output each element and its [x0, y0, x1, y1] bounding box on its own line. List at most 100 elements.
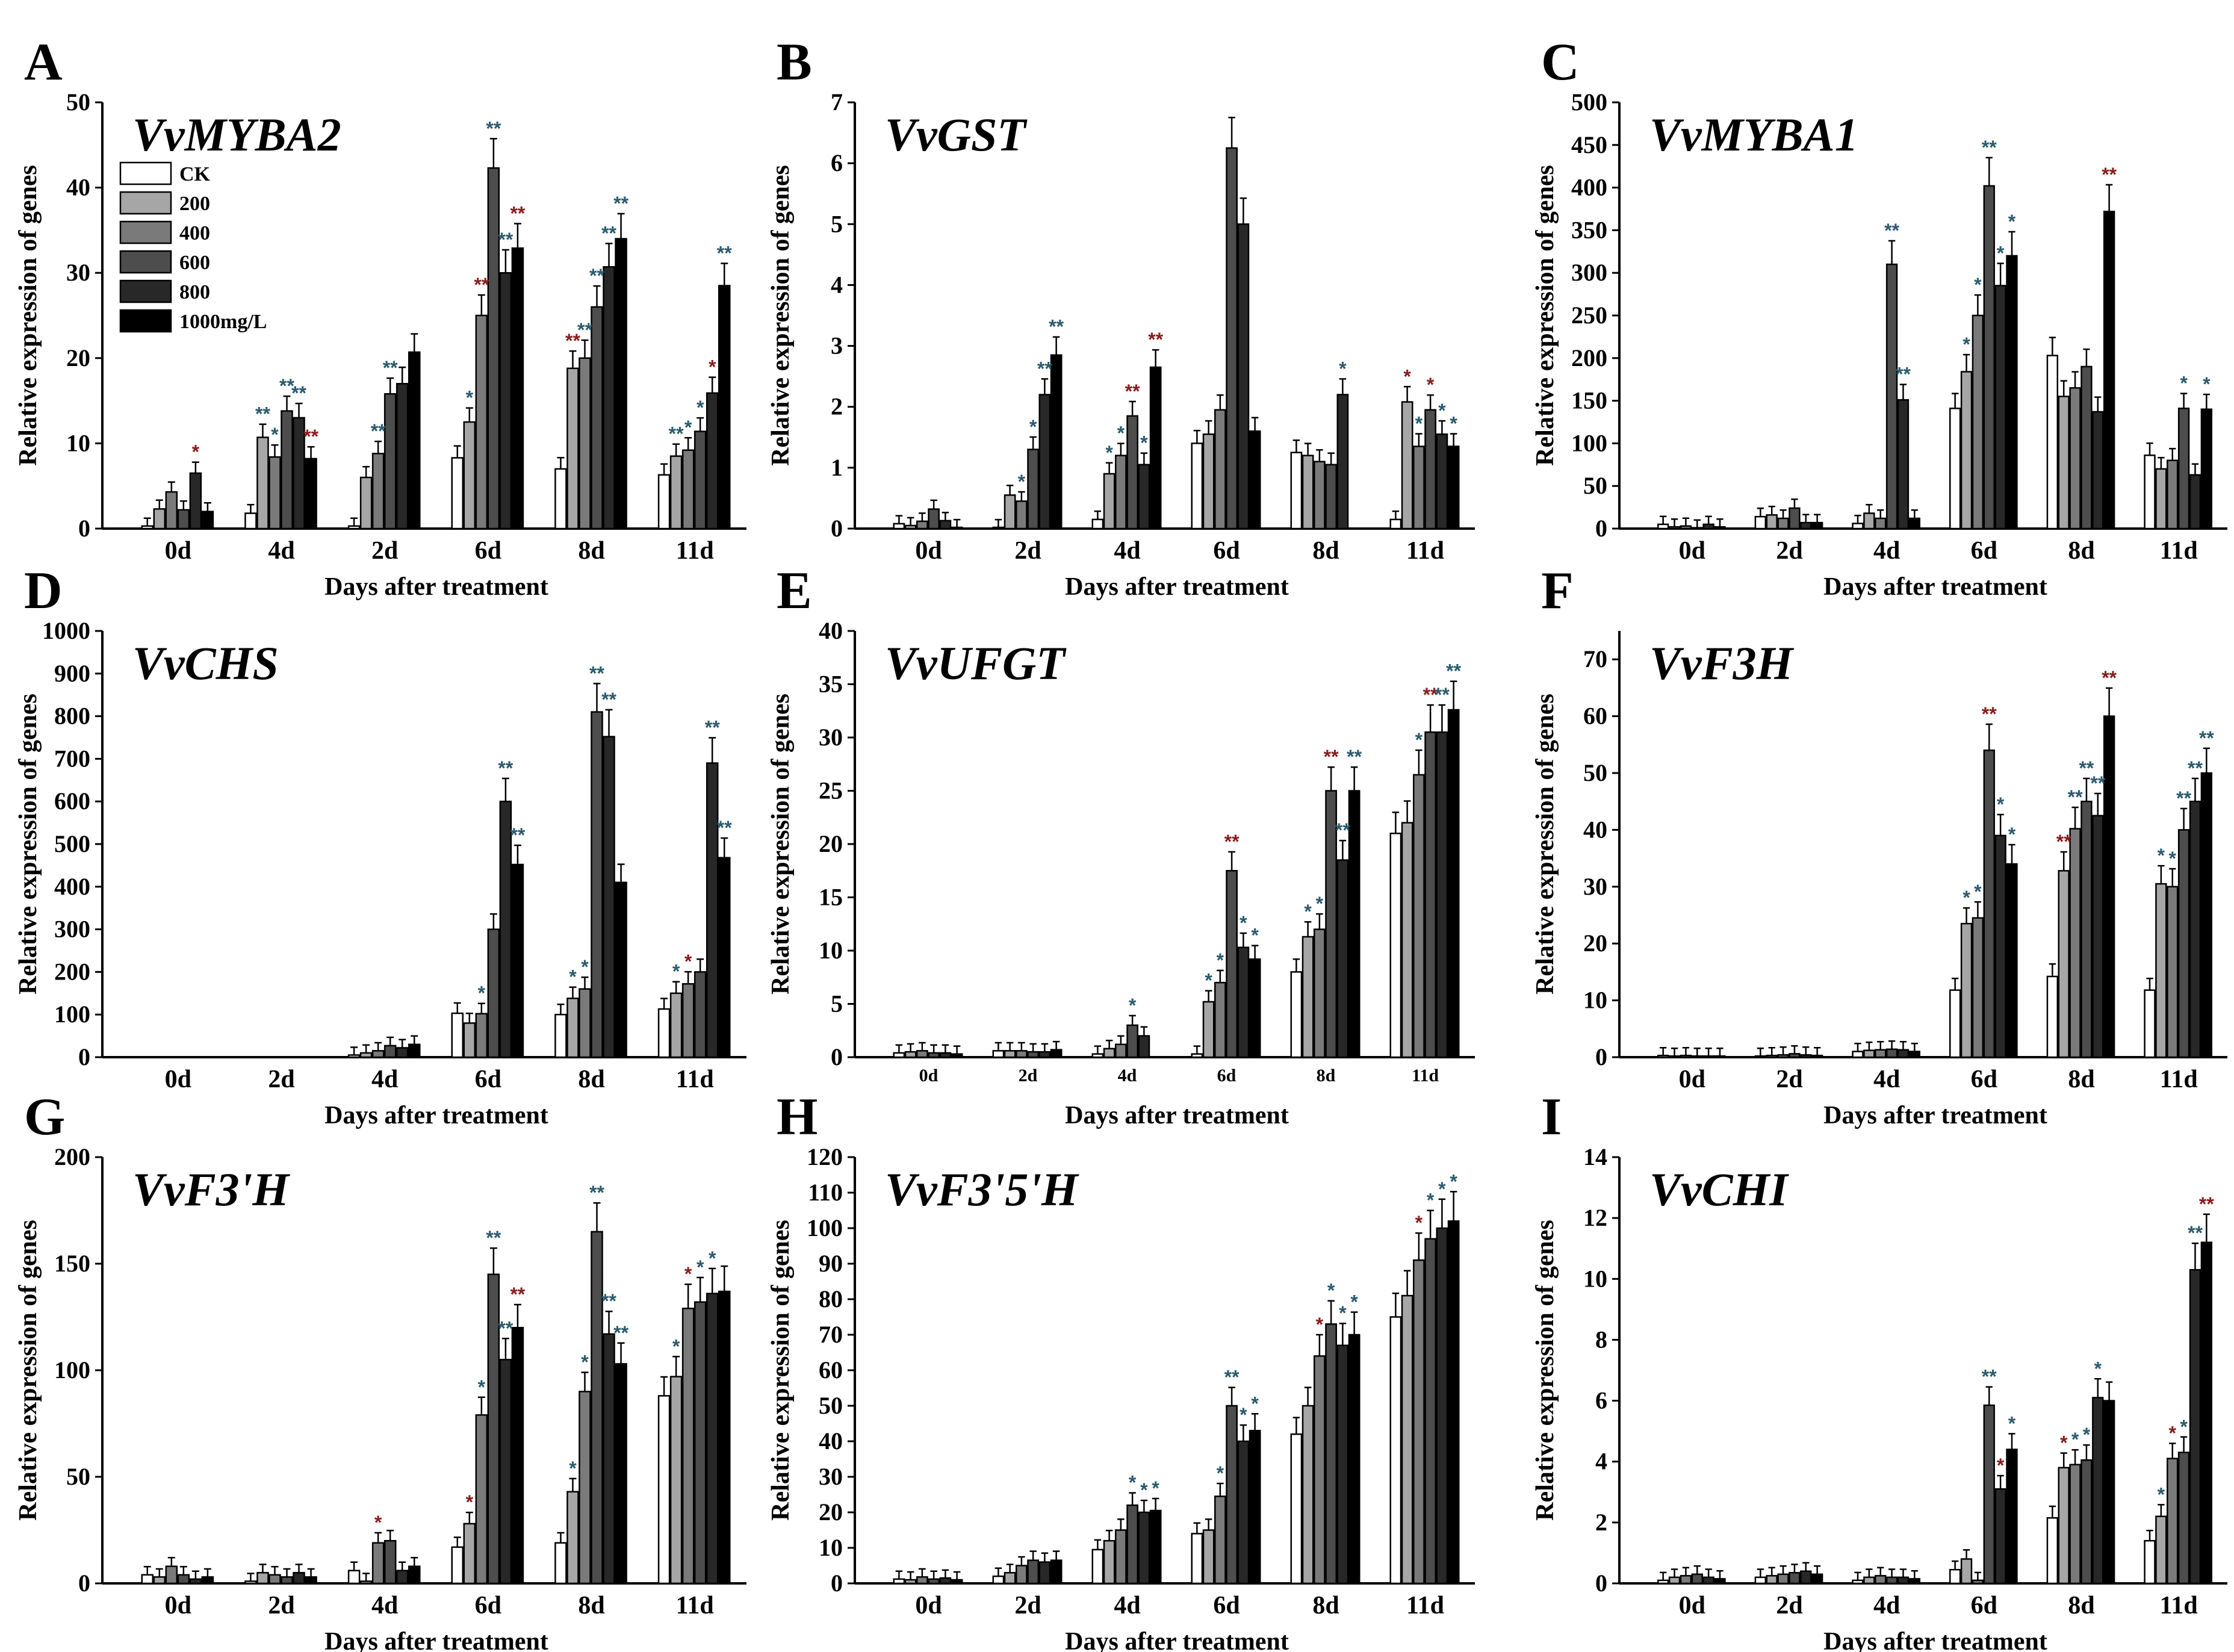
bar	[1290, 452, 1303, 530]
bar	[893, 1052, 905, 1058]
bar	[951, 1053, 963, 1058]
bar	[2144, 989, 2156, 1058]
y-tick-label: 60	[819, 1356, 843, 1383]
x-tick-label: 6d	[1971, 1066, 1997, 1093]
y-tick-label: 7	[831, 88, 843, 116]
significance-marker: *	[1450, 413, 1457, 435]
bar	[1789, 507, 1801, 530]
bar	[1314, 1355, 1326, 1585]
x-tick-label: 8d	[1312, 537, 1339, 565]
bar	[706, 392, 719, 530]
significance-marker: **	[1148, 329, 1163, 350]
y-tick-label: 500	[54, 830, 90, 857]
panel-letter: E	[777, 562, 812, 620]
bar	[657, 1008, 671, 1058]
significance-marker: **	[498, 229, 513, 250]
bar	[1115, 455, 1127, 530]
bar	[1777, 517, 1789, 530]
significance-marker: *	[1403, 365, 1411, 387]
bar	[1863, 1576, 1875, 1585]
significance-marker: *	[684, 951, 692, 972]
bar	[1038, 1051, 1051, 1058]
y-tick-label: 150	[54, 1250, 90, 1277]
legend-swatch	[119, 191, 172, 215]
y-tick-label: 100	[1571, 429, 1607, 456]
x-tick-label: 6d	[475, 537, 501, 565]
significance-marker: *	[192, 441, 200, 463]
significance-marker: *	[2071, 1429, 2079, 1450]
bar	[1983, 1404, 1995, 1585]
y-tick-label: 50	[1583, 472, 1607, 499]
y-tick-label: 10	[1583, 1265, 1607, 1292]
x-tick-label: 2d	[268, 1066, 294, 1093]
bar	[383, 1045, 397, 1058]
significance-marker: *	[1339, 358, 1347, 379]
significance-marker: **	[1896, 364, 1911, 385]
bar	[371, 453, 385, 530]
bar	[165, 1565, 178, 1585]
bar	[1885, 263, 1898, 530]
y-axis-title: Relative expression of genes	[1531, 694, 1559, 995]
y-axis-title: Relative expression of genes	[1531, 1220, 1559, 1521]
bar	[1949, 1568, 1961, 1585]
bar	[1436, 433, 1448, 530]
y-tick-label: 4	[1595, 1448, 1607, 1475]
bar	[1191, 1053, 1203, 1058]
bar	[1714, 1055, 1726, 1058]
bar	[657, 1395, 671, 1585]
bar	[2069, 387, 2081, 530]
bar	[1126, 1024, 1138, 1058]
bar	[396, 1570, 409, 1585]
significance-marker: *	[1450, 1170, 1457, 1192]
bar	[2069, 1464, 2081, 1585]
significance-marker: *	[1152, 1477, 1159, 1499]
significance-marker: *	[1140, 432, 1148, 454]
significance-marker: *	[709, 1247, 716, 1269]
x-tick-label: 4d	[1114, 1592, 1140, 1619]
bar	[1290, 971, 1303, 1058]
bar	[2177, 1452, 2190, 1585]
bar	[383, 393, 397, 530]
bar	[657, 474, 671, 530]
significance-marker: **	[486, 117, 501, 139]
significance-marker: **	[2188, 757, 2203, 779]
x-axis-title: Days after treatment	[1823, 1102, 2047, 1129]
x-axis-title: Days after treatment	[1065, 573, 1289, 601]
y-axis-title: Relative expression of genes	[767, 1220, 795, 1521]
bar	[1138, 1035, 1150, 1058]
bar	[1214, 1495, 1226, 1585]
y-tick-label: 10	[819, 1534, 843, 1561]
bar	[603, 1333, 615, 1585]
y-tick-label: 700	[54, 745, 90, 772]
bar	[2155, 468, 2167, 530]
y-tick-label: 50	[1583, 759, 1607, 786]
bar	[939, 1577, 952, 1585]
bar	[1091, 1548, 1104, 1585]
significance-marker: *	[374, 1512, 382, 1533]
bar	[153, 1576, 166, 1585]
bar	[1249, 430, 1261, 530]
bar	[1983, 185, 1995, 530]
bar	[1413, 774, 1425, 1058]
bar	[2006, 255, 2018, 530]
bar	[1800, 1054, 1812, 1058]
bar	[2155, 1515, 2167, 1585]
y-tick-label: 10	[66, 429, 90, 456]
bar	[992, 1050, 1005, 1058]
bar	[566, 998, 579, 1058]
bar	[1214, 409, 1226, 530]
y-tick-label: 0	[78, 1570, 90, 1597]
bar	[706, 762, 719, 1058]
significance-marker: **	[2188, 1222, 2203, 1244]
panel-letter: C	[1541, 33, 1580, 92]
y-tick-label: 900	[54, 660, 90, 687]
significance-marker: **	[279, 375, 294, 397]
x-tick-label: 4d	[1873, 1592, 1900, 1619]
bar	[1852, 523, 1864, 530]
significance-marker: **	[589, 265, 604, 287]
panel-g: G VvF3'H 0 50 100 150 200 Relative expression o…	[14, 1088, 746, 1652]
bar	[1983, 749, 1995, 1058]
significance-marker: **	[1884, 220, 1899, 241]
x-tick-label: 8d	[578, 1066, 604, 1093]
bar	[554, 468, 567, 530]
